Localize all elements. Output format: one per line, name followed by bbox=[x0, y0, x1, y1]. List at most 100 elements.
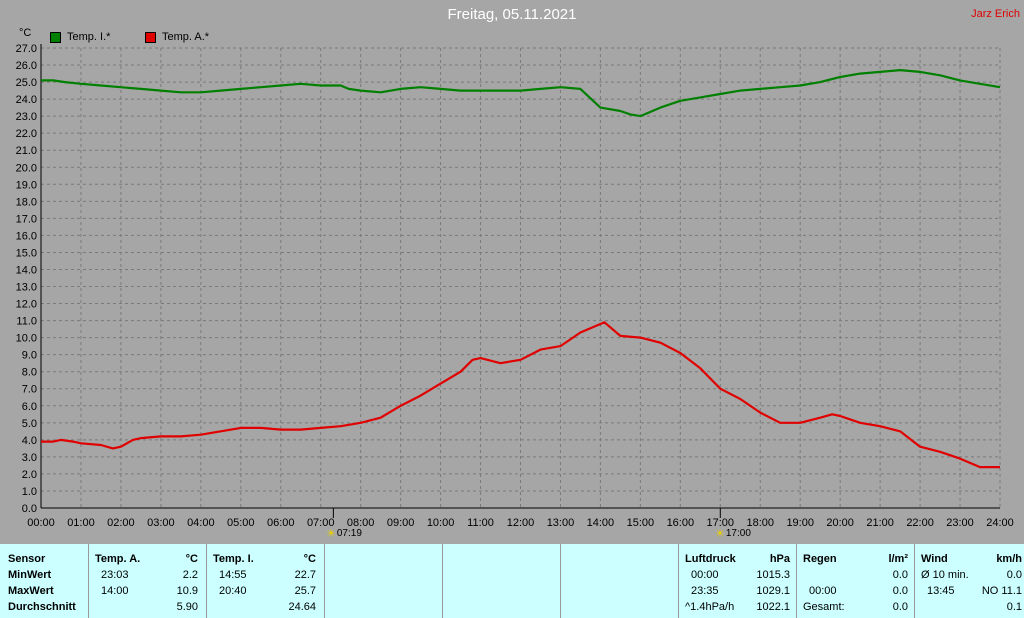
y-tick-label: 26.0 bbox=[16, 60, 37, 72]
temp-a-column: Temp. A. °C 23:03 2.2 14:00 10.9 5.90 bbox=[88, 544, 206, 618]
y-tick-label: 3.0 bbox=[22, 452, 37, 464]
legend-swatch-outer bbox=[145, 31, 156, 43]
legend-item-inner: Temp. I.* bbox=[50, 31, 110, 43]
x-tick-label: 11:00 bbox=[467, 517, 494, 529]
x-tick-label: 00:00 bbox=[27, 517, 55, 529]
max-row-label: MaxWert bbox=[8, 585, 54, 597]
pressure-min-time: 00:00 bbox=[691, 569, 719, 581]
temp-a-min-value: 2.2 bbox=[182, 569, 198, 581]
y-tick-label: 20.0 bbox=[16, 162, 37, 174]
x-tick-label: 01:00 bbox=[67, 517, 95, 529]
y-tick-label: 1.0 bbox=[22, 486, 37, 498]
rain-total-label: Gesamt: bbox=[803, 601, 845, 613]
rain-header: Regen bbox=[803, 553, 837, 565]
x-tick-label: 20:00 bbox=[826, 517, 854, 529]
x-tick-label: 10:00 bbox=[427, 517, 455, 529]
y-tick-label: 21.0 bbox=[16, 145, 37, 157]
empty-column-2 bbox=[442, 544, 560, 618]
y-tick-label: 18.0 bbox=[16, 196, 37, 208]
y-tick-label: 24.0 bbox=[16, 94, 37, 106]
x-tick-label: 12:00 bbox=[507, 517, 535, 529]
pressure-min-value: 1015.3 bbox=[756, 569, 790, 581]
series-line-temp-inner bbox=[41, 68, 1001, 118]
wind-avg-value: 0.0 bbox=[1006, 569, 1022, 581]
chart-area: 0.0 1.0 2.0 3.0 4.0 5.0 6.0 7.0 8.0 9.0 10.0 11.0 12… bbox=[16, 43, 1014, 529]
temp-a-header: Temp. A. bbox=[95, 553, 141, 565]
avg-row-label: Durchschnitt bbox=[8, 601, 76, 613]
x-tick-label: 22:00 bbox=[906, 517, 934, 529]
pressure-unit: hPa bbox=[769, 553, 790, 565]
stats-table: Sensor MinWert MaxWert Durchschnitt Temp… bbox=[0, 544, 1024, 618]
empty-column-3 bbox=[560, 544, 678, 618]
rain-row2-time: 00:00 bbox=[809, 585, 837, 597]
x-tick-label: 04:00 bbox=[187, 517, 215, 529]
y-tick-label: 12.0 bbox=[16, 299, 37, 311]
min-row-label: MinWert bbox=[8, 569, 52, 581]
x-tick-label: 16:00 bbox=[667, 517, 695, 529]
pressure-max-time: 23:35 bbox=[691, 585, 719, 597]
pressure-max-value: 1029.1 bbox=[756, 585, 790, 597]
chart-title: Freitag, 05.11.2021 bbox=[447, 6, 577, 23]
y-tick-label: 13.0 bbox=[16, 282, 37, 294]
y-tick-label: 2.0 bbox=[22, 469, 37, 481]
rain-column: Regen l/m² 0.0 00:00 0.0 Gesamt: 0.0 bbox=[796, 544, 914, 618]
y-tick-label: 25.0 bbox=[16, 77, 37, 89]
x-tick-label: 02:00 bbox=[107, 517, 135, 529]
x-tick-label: 24:00 bbox=[986, 517, 1014, 529]
x-tick-label: 06:00 bbox=[267, 517, 295, 529]
rain-row1-value: 0.0 bbox=[892, 569, 908, 581]
legend-label-outer: Temp. A.* bbox=[162, 31, 210, 43]
y-tick-label: 23.0 bbox=[16, 111, 37, 123]
y-tick-label: 8.0 bbox=[22, 367, 37, 379]
y-tick-label: 14.0 bbox=[16, 264, 37, 276]
temp-i-header: Temp. I. bbox=[213, 553, 254, 565]
y-tick-label: 17.0 bbox=[16, 213, 37, 225]
sunset-marker: ☀ 17:00 bbox=[715, 527, 751, 540]
pressure-trend-label: ^1.4hPa/h bbox=[685, 601, 735, 613]
legend-label-inner: Temp. I.* bbox=[67, 31, 111, 43]
sensor-column: Sensor MinWert MaxWert Durchschnitt bbox=[0, 544, 88, 618]
y-tick-label: 22.0 bbox=[16, 128, 37, 140]
pressure-column: Luftdruck hPa 00:00 1015.3 23:35 1029.1 … bbox=[678, 544, 796, 618]
temp-i-avg-value: 24.64 bbox=[288, 601, 316, 613]
temp-a-max-time: 14:00 bbox=[101, 585, 129, 597]
y-tick-label: 9.0 bbox=[22, 350, 37, 362]
x-tick-label: 21:00 bbox=[866, 517, 894, 529]
y-tick-label: 11.0 bbox=[16, 316, 37, 328]
x-tick-label: 08:00 bbox=[347, 517, 375, 529]
x-tick-label: 03:00 bbox=[147, 517, 175, 529]
y-tick-label: 27.0 bbox=[16, 43, 37, 55]
y-unit-label: °C bbox=[19, 27, 32, 39]
y-tick-label: 7.0 bbox=[22, 384, 37, 396]
wind-unit: km/h bbox=[996, 553, 1022, 565]
x-tick-label: 23:00 bbox=[946, 517, 974, 529]
legend-item-outer: Temp. A.* bbox=[145, 31, 209, 43]
rain-unit: l/m² bbox=[888, 553, 908, 565]
rain-total-value: 0.0 bbox=[892, 601, 908, 613]
wind-max-value: NO 11.1 bbox=[981, 585, 1022, 597]
temp-a-min-time: 23:03 bbox=[101, 569, 129, 581]
y-tick-label: 5.0 bbox=[22, 418, 37, 430]
sunrise-time: 07:19 bbox=[336, 528, 362, 539]
x-tick-label: 19:00 bbox=[786, 517, 814, 529]
wind-max-time: 13:45 bbox=[927, 585, 955, 597]
x-tick-label: 17:00 bbox=[707, 517, 735, 529]
pressure-header: Luftdruck bbox=[685, 553, 736, 565]
temp-i-min-value: 22.7 bbox=[294, 569, 316, 581]
wind-column: Wind km/h Ø 10 min. 0.0 13:45 NO 11.1 0.… bbox=[914, 544, 1024, 618]
y-tick-label: 10.0 bbox=[16, 333, 37, 345]
temp-i-min-time: 14:55 bbox=[219, 569, 247, 581]
y-tick-label: 6.0 bbox=[22, 401, 37, 413]
x-tick-label: 05:00 bbox=[227, 517, 255, 529]
temp-i-max-time: 20:40 bbox=[219, 585, 247, 597]
wind-header: Wind bbox=[921, 553, 948, 565]
temp-i-unit: °C bbox=[303, 553, 316, 565]
x-tick-label: 09:00 bbox=[387, 517, 415, 529]
sunrise-marker: ☀ 07:19 bbox=[326, 527, 362, 540]
sunset-time: 17:00 bbox=[725, 528, 751, 539]
sunset-icon: ☀ bbox=[715, 528, 725, 540]
x-tick-label: 14:00 bbox=[587, 517, 615, 529]
temp-a-avg-value: 5.90 bbox=[176, 601, 198, 613]
pressure-trend-value: 1022.1 bbox=[756, 601, 790, 613]
temp-a-unit: °C bbox=[185, 553, 198, 565]
